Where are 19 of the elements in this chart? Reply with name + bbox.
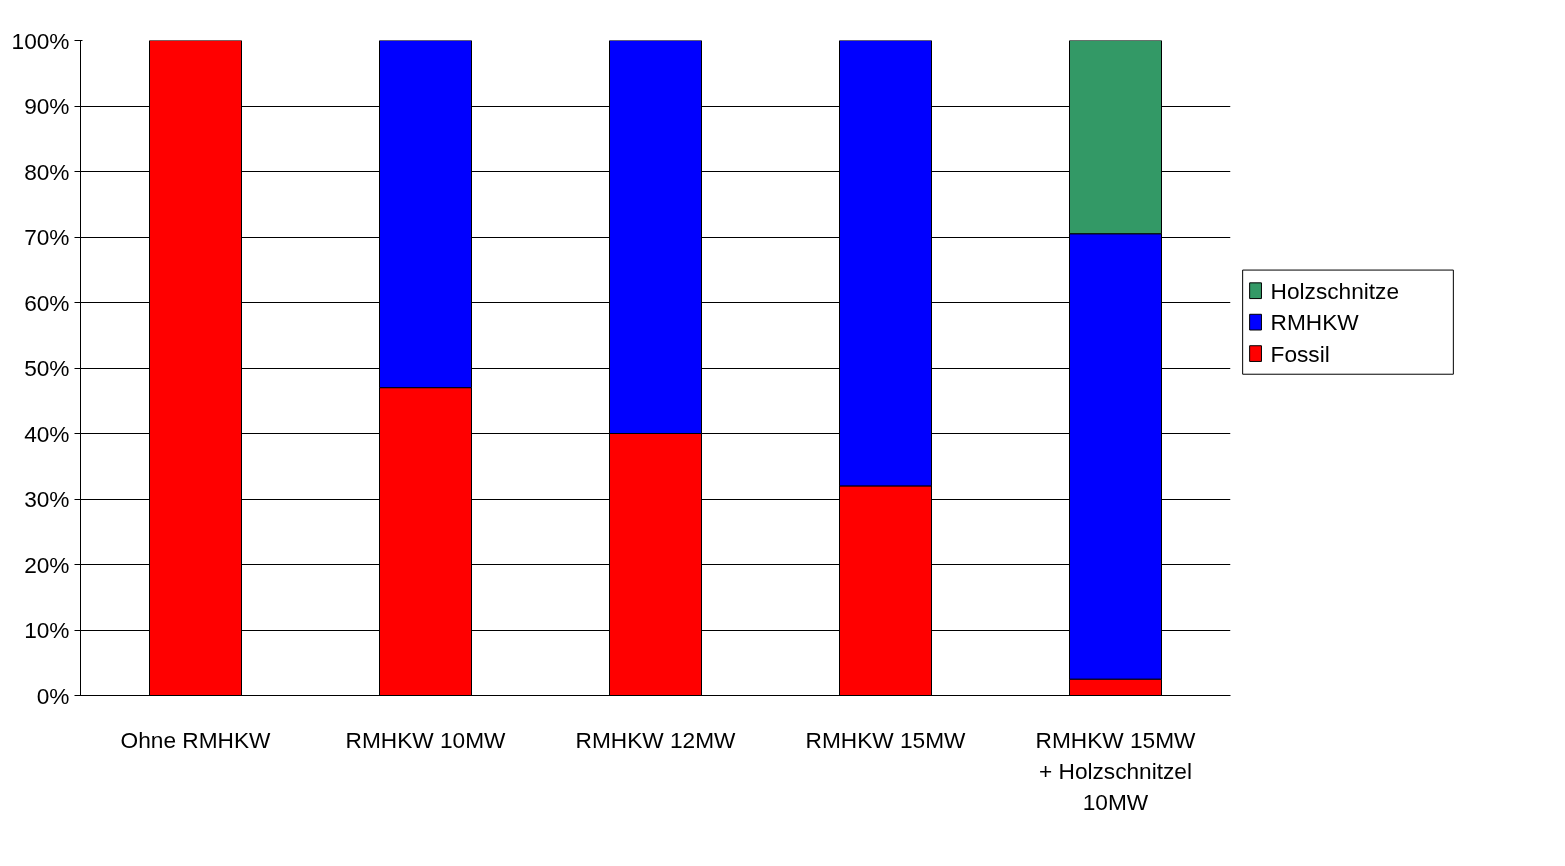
y-tick-label: 90% (24, 93, 70, 119)
y-tick-label: 10% (24, 617, 70, 643)
y-tick-label: 40% (24, 420, 70, 447)
legend-label: Fossil (1270, 340, 1330, 367)
legend-label: RMHKW (1270, 309, 1360, 336)
x-tick-label: Ohne RMHKW (120, 726, 272, 753)
x-tick-label: RMHKW 10MW (345, 726, 507, 753)
x-tick-label: RMHKW 15MW (805, 726, 967, 753)
y-tick-label: 20% (24, 551, 70, 578)
y-tick-label: 30% (24, 486, 70, 512)
x-tick-label: RMHKW 15MW + Holzschnitzel 10MW (1035, 726, 1197, 815)
y-tick-label: 50% (24, 355, 70, 381)
y-tick-label: 0% (36, 682, 70, 709)
x-tick-label: RMHKW 12MW (575, 726, 737, 753)
legend-label: Holzschnitze (1270, 277, 1400, 304)
y-tick-label: 80% (24, 158, 70, 185)
y-tick-label: 100% (11, 27, 70, 54)
y-tick-label: 70% (24, 224, 70, 250)
y-tick-label: 60% (24, 289, 70, 316)
